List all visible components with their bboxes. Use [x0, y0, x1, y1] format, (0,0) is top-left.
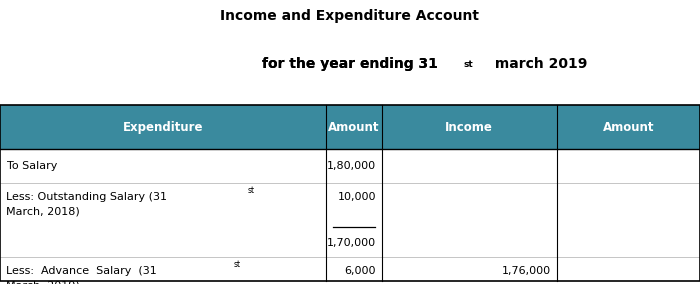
- Text: for the year ending 31: for the year ending 31: [262, 57, 438, 71]
- Text: 1,70,000: 1,70,000: [327, 238, 376, 248]
- Text: Expenditure: Expenditure: [122, 121, 203, 133]
- Bar: [326, 105, 382, 149]
- Text: st: st: [247, 186, 254, 195]
- Text: Less: Outstanding Salary (31: Less: Outstanding Salary (31: [6, 192, 167, 202]
- Text: Less:  Advance  Salary  (31: Less: Advance Salary (31: [6, 266, 156, 276]
- Text: for the year ending 31: for the year ending 31: [262, 57, 438, 71]
- Text: Income: Income: [445, 121, 493, 133]
- Text: March, 2019): March, 2019): [6, 280, 79, 284]
- Text: st: st: [463, 60, 473, 69]
- Text: 1,76,000: 1,76,000: [502, 266, 551, 276]
- Text: Amount: Amount: [328, 121, 379, 133]
- Text: 10,000: 10,000: [337, 192, 376, 202]
- Text: st: st: [233, 260, 240, 269]
- Text: To Salary: To Salary: [7, 161, 57, 171]
- Text: Amount: Amount: [603, 121, 654, 133]
- Text: March, 2018): March, 2018): [6, 206, 79, 217]
- Text: 1,80,000: 1,80,000: [327, 161, 376, 171]
- Text: 6,000: 6,000: [344, 266, 376, 276]
- Text: Income and Expenditure Account: Income and Expenditure Account: [220, 9, 480, 22]
- Text: march 2019: march 2019: [490, 57, 587, 71]
